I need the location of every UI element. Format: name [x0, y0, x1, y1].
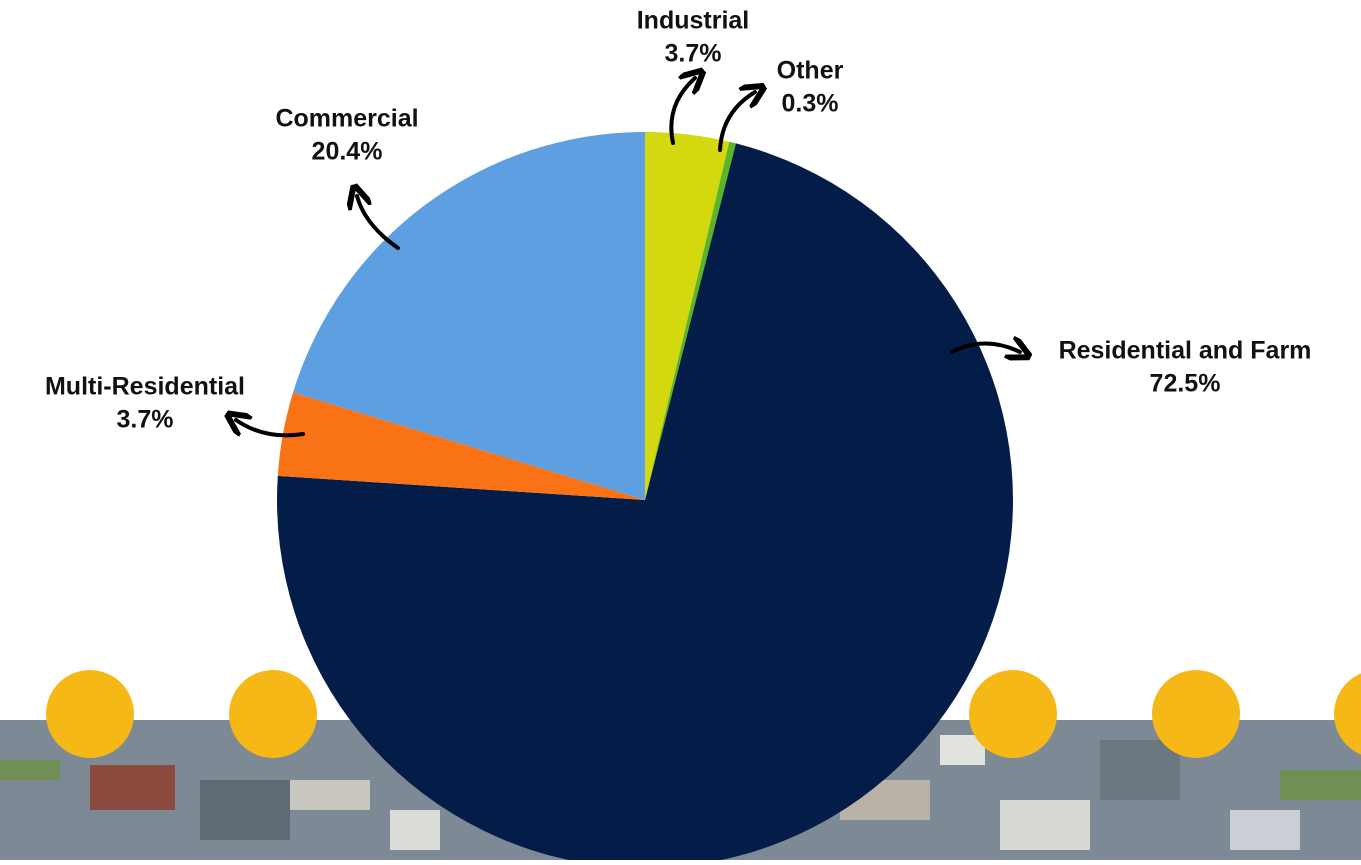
- slice-label: Multi-Residential: [45, 373, 245, 401]
- slice-value-label: 3.7%: [665, 40, 722, 68]
- slice-label: Industrial: [637, 7, 750, 35]
- slice-value-label: 20.4%: [312, 138, 383, 166]
- pie-slice: [277, 143, 1013, 865]
- pie-slice: [277, 392, 645, 500]
- pie-slice: [645, 132, 730, 500]
- slice-value-label: 72.5%: [1150, 370, 1221, 398]
- slice-label: Commercial: [275, 105, 418, 133]
- slice-label: Residential and Farm: [1059, 337, 1312, 365]
- pie: [277, 132, 1013, 865]
- labels: Industrial 3.7% Other 0.3% Residential and F…: [45, 7, 1311, 434]
- pie-slice: [293, 132, 645, 500]
- decorative-dots: [46, 670, 1361, 758]
- pie-slice: [645, 141, 736, 500]
- slice-value-label: 0.3%: [782, 90, 839, 118]
- arrows: [236, 78, 1020, 438]
- slice-value-label: 3.7%: [117, 406, 174, 434]
- slice-label: Other: [777, 57, 844, 85]
